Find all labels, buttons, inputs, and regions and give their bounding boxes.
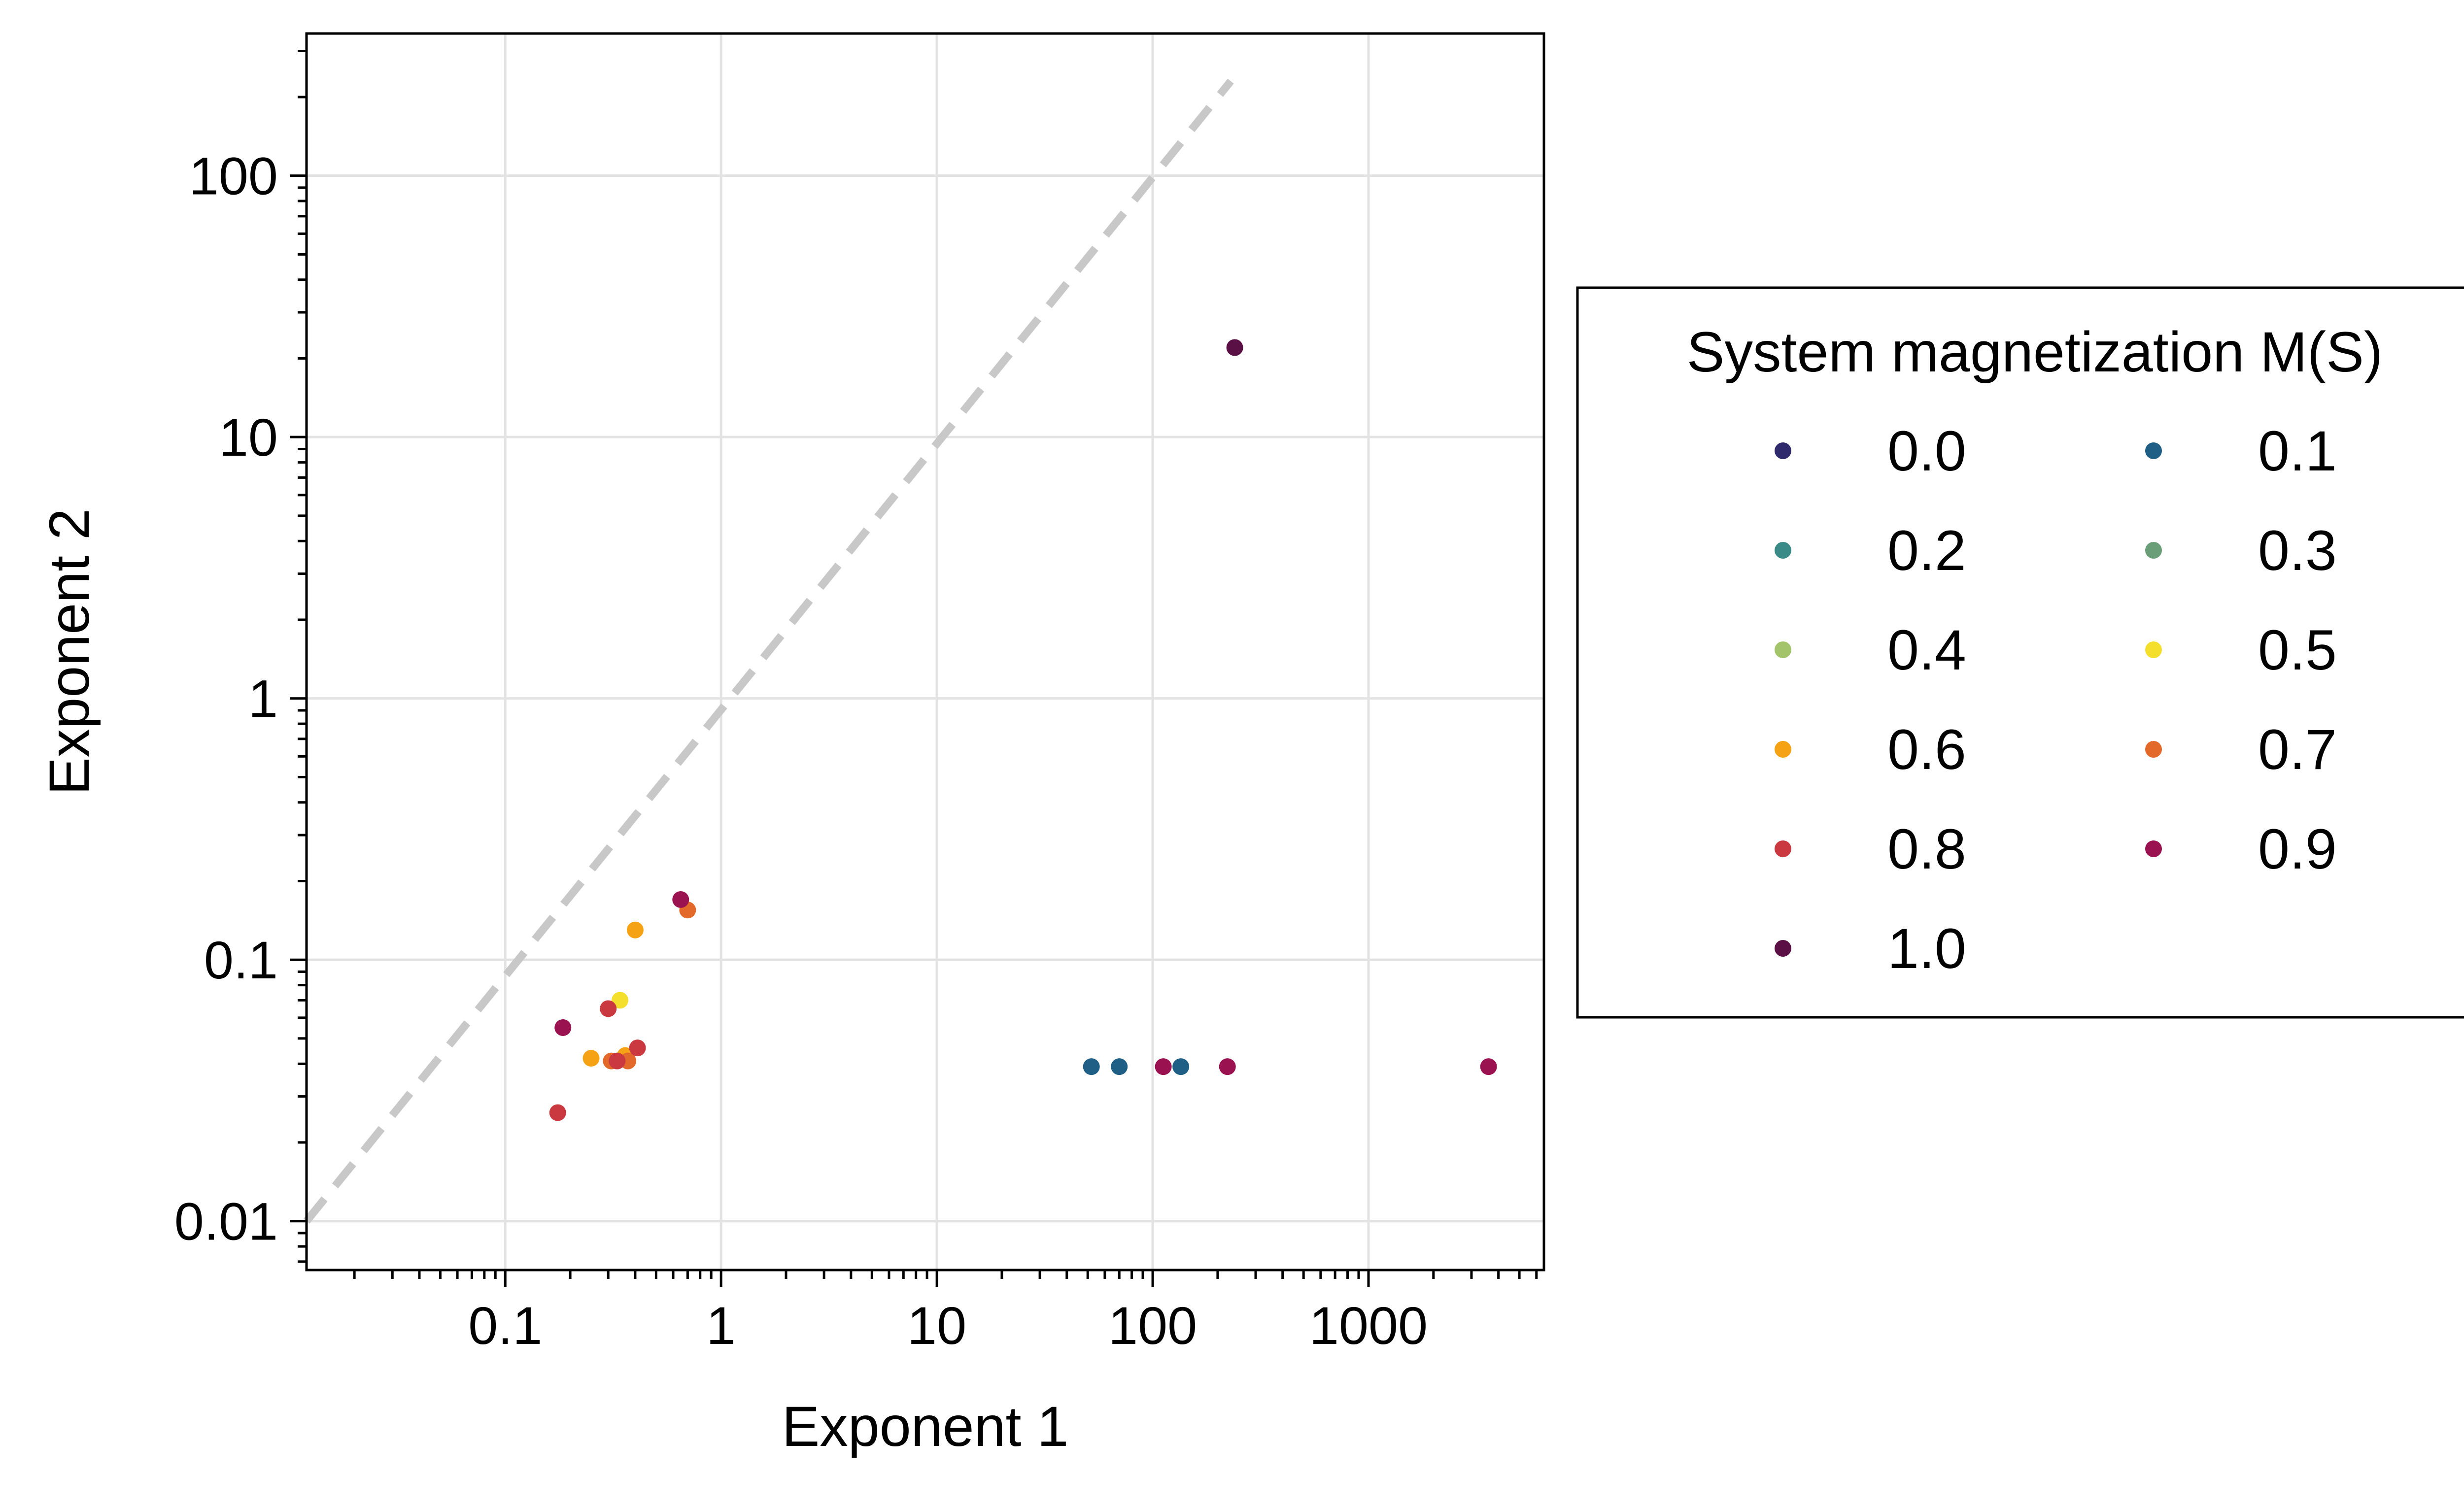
legend-box — [1576, 286, 2464, 1019]
data-point-0-9 — [1219, 1058, 1236, 1075]
data-point-0-6 — [626, 921, 644, 938]
x-tick-label: 0.1 — [468, 1296, 542, 1355]
data-point-0-9 — [1155, 1058, 1172, 1075]
x-tick-label: 1 — [706, 1296, 736, 1355]
legend-title: System magnetization M(S) — [1687, 321, 2383, 384]
y-tick-label: 0.01 — [174, 1192, 278, 1251]
legend-label: 1.0 — [1887, 917, 1966, 980]
legend-marker — [2145, 641, 2162, 658]
data-point-0-1 — [1083, 1058, 1100, 1075]
y-tick-label: 0.1 — [204, 930, 278, 990]
legend-marker — [1775, 840, 1791, 857]
x-axis: 0.1 1 10 100 1000 — [353, 1270, 1538, 1355]
legend: System magnetization M(S) 0.0 0.10.2 0.30.… — [1576, 286, 2464, 1019]
x-tick-label: 1000 — [1309, 1296, 1428, 1355]
legend-label: 0.4 — [1887, 619, 1966, 682]
y-tick-label: 100 — [189, 146, 278, 206]
data-points — [549, 339, 1497, 1121]
data-point-1-0 — [1226, 339, 1243, 356]
legend-marker — [1775, 741, 1791, 758]
legend-marker — [2145, 840, 2162, 857]
legend-marker — [2145, 542, 2162, 559]
data-point-0-9 — [1480, 1058, 1497, 1075]
y-tick-label: 1 — [248, 669, 278, 729]
legend-label: 0.1 — [2258, 420, 2337, 483]
legend-label: 0.7 — [2258, 718, 2337, 781]
legend-label: 0.3 — [2258, 519, 2337, 582]
legend-label: 0.5 — [2258, 619, 2337, 682]
reference-diagonal-line — [303, 78, 1234, 1224]
data-point-0-8 — [629, 1039, 646, 1057]
data-point-0-5 — [612, 992, 629, 1009]
y-axis: 0.01 0.1 1 10 100 — [174, 50, 307, 1263]
legend-marker — [2145, 442, 2162, 459]
legend-label: 0.6 — [1887, 718, 1966, 781]
y-tick-label: 10 — [219, 407, 278, 467]
data-point-0-9 — [554, 1019, 572, 1036]
legend-marker — [1775, 542, 1791, 559]
data-point-0-6 — [582, 1050, 600, 1067]
data-point-0-8 — [549, 1104, 566, 1121]
legend-marker — [1775, 641, 1791, 658]
data-point-0-9 — [672, 891, 689, 908]
data-point-0-1 — [1172, 1058, 1190, 1075]
legend-label: 0.0 — [1887, 420, 1966, 483]
x-tick-label: 10 — [907, 1296, 966, 1355]
plot-frame — [305, 32, 1545, 1272]
data-point-0-1 — [1111, 1058, 1128, 1075]
legend-items: 0.0 0.1 0.2 0.3 0.4 0.5 0.6 0.7 0.8 0.9 1.0 — [1775, 420, 2337, 980]
data-point-0-8 — [600, 1000, 617, 1017]
x-axis-title: Exponent 1 — [782, 1395, 1069, 1458]
legend-marker — [1775, 940, 1791, 957]
legend-marker — [2145, 741, 2162, 758]
legend-label: 0.9 — [2258, 818, 2337, 881]
legend-label: 0.2 — [1887, 519, 1966, 582]
data-point-0-8 — [609, 1052, 626, 1070]
legend-marker — [1775, 442, 1791, 459]
x-tick-label: 100 — [1108, 1296, 1197, 1355]
legend-label: 0.8 — [1887, 818, 1966, 881]
y-axis-title: Exponent 2 — [38, 508, 101, 795]
grid-lines — [307, 33, 1544, 1270]
